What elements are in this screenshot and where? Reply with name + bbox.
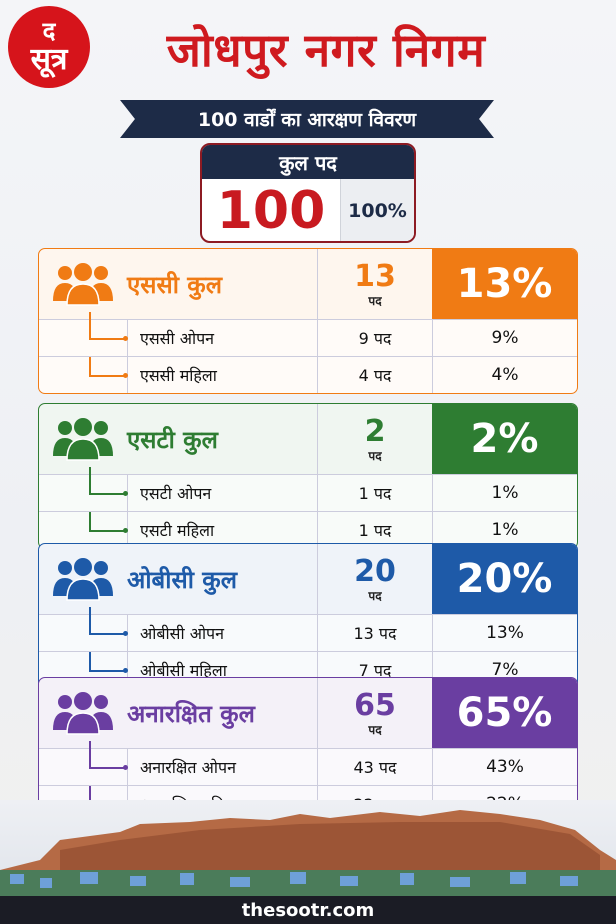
sub-row-percent: 1% (432, 475, 577, 511)
section-count-number: 13 (354, 258, 396, 294)
sub-row-name: एसटी ओपन (127, 475, 317, 511)
sub-row-count: 13 पद (317, 615, 432, 651)
sub-row-count: 1 पद (317, 475, 432, 511)
section-count-number: 20 (354, 553, 396, 589)
section-label: एसटी कुल (127, 425, 218, 454)
sub-row: ओबीसी ओपन 13 पद 13% (39, 607, 577, 651)
sub-row: एसटी ओपन 1 पद 1% (39, 467, 577, 511)
total-box: कुल पद 100 100% (200, 143, 416, 243)
brand-logo: द सूत्र (8, 6, 90, 88)
section-label: अनारक्षित कुल (127, 699, 255, 728)
total-label: कुल पद (202, 145, 414, 179)
section-count: 20 पद (317, 544, 432, 614)
section-card-st: एसटी कुल 2 पद 2% एसटी ओपन 1 पद 1% (38, 403, 578, 549)
sub-row-name: ओबीसी ओपन (127, 615, 317, 651)
sub-row-count: 7 पद (317, 652, 432, 688)
tree-connector (39, 357, 128, 393)
sub-row-count: 1 पद (317, 512, 432, 548)
section-count-number: 65 (354, 687, 396, 723)
people-group-icon (39, 678, 127, 748)
jodhpur-skyline-image (0, 800, 616, 900)
tree-connector (39, 512, 128, 548)
section-percent-badge: 20% (432, 544, 577, 614)
sub-row-percent: 4% (432, 357, 577, 393)
sub-row: एससी ओपन 9 पद 9% (39, 312, 577, 356)
sub-row-count: 4 पद (317, 357, 432, 393)
sub-row-count: 43 पद (317, 749, 432, 785)
page-title: जोधपुर नगर निगम (166, 23, 486, 77)
section-card-sc: एससी कुल 13 पद 13% एससी ओपन 9 पद 9% (38, 248, 578, 394)
total-percent: 100% (340, 179, 414, 241)
section-count-unit: पद (368, 293, 382, 308)
sub-row: ओबीसी महिला 7 पद 7% (39, 651, 577, 688)
section-percent-badge: 2% (432, 404, 577, 474)
sub-row-percent: 1% (432, 512, 577, 548)
tree-connector (39, 652, 128, 688)
section-count-unit: पद (368, 588, 382, 603)
logo-line2: सूत्र (30, 42, 68, 77)
sub-row-count: 9 पद (317, 320, 432, 356)
tree-connector (39, 607, 128, 651)
sub-row: अनारक्षित ओपन 43 पद 43% (39, 741, 577, 785)
people-group-icon (39, 404, 127, 474)
tree-connector (39, 312, 128, 356)
section-percent-badge: 13% (432, 249, 577, 319)
section-count-number: 2 (364, 413, 386, 449)
sub-row-name: एससी महिला (127, 357, 317, 393)
section-count-unit: पद (368, 722, 382, 737)
section-count-unit: पद (368, 448, 382, 463)
section-count: 2 पद (317, 404, 432, 474)
sub-row-percent: 13% (432, 615, 577, 651)
people-group-icon (39, 544, 127, 614)
sub-row-percent: 7% (432, 652, 577, 688)
tree-connector (39, 741, 128, 785)
section-card-gen: अनारक्षित कुल 65 पद 65% अनारक्षित ओपन 43… (38, 677, 578, 823)
subtitle-ribbon: 100 वार्डों का आरक्षण विवरण (120, 100, 494, 138)
sub-row-percent: 43% (432, 749, 577, 785)
sub-row-name: अनारक्षित ओपन (127, 749, 317, 785)
section-percent-badge: 65% (432, 678, 577, 748)
sub-row: एसटी महिला 1 पद 1% (39, 511, 577, 548)
section-label: एससी कुल (127, 270, 222, 299)
sub-row-percent: 9% (432, 320, 577, 356)
footer-website: thesootr.com (0, 896, 616, 924)
tree-connector (39, 467, 128, 511)
logo-line1: द (42, 17, 56, 45)
section-count: 65 पद (317, 678, 432, 748)
sub-row-name: एससी ओपन (127, 320, 317, 356)
section-label: ओबीसी कुल (127, 565, 237, 594)
total-count: 100 (216, 181, 326, 241)
people-group-icon (39, 249, 127, 319)
section-count: 13 पद (317, 249, 432, 319)
sub-row: एससी महिला 4 पद 4% (39, 356, 577, 393)
section-card-obc: ओबीसी कुल 20 पद 20% ओबीसी ओपन 13 पद 13% (38, 543, 578, 689)
